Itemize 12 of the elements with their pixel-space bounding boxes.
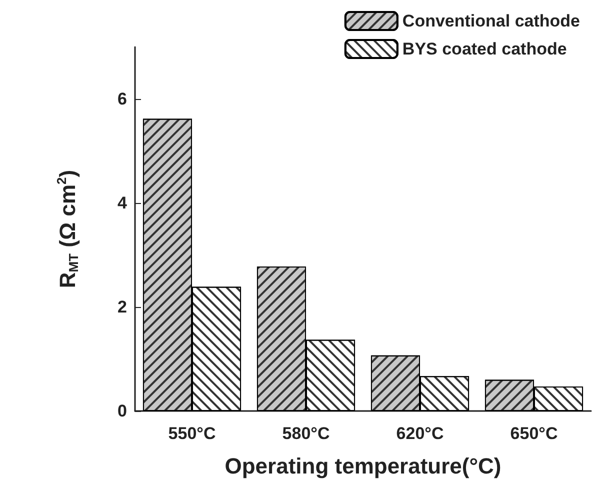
x-tick-label: 650°C — [510, 424, 558, 443]
x-tick-label: 620°C — [396, 424, 444, 443]
legend-label: Conventional cathode — [402, 12, 580, 30]
y-axis-title: RMT (Ω cm2) — [54, 170, 81, 288]
x-axis-title: Operating temperature(°C) — [224, 454, 502, 478]
y-tick-label: 4 — [118, 194, 128, 212]
x-tick-label: 580°C — [282, 424, 330, 443]
x-tick-label: 550°C — [168, 424, 216, 443]
y-tick-label: 0 — [118, 402, 127, 420]
y-tick-label: 2 — [118, 298, 127, 316]
y-tick-label: 6 — [118, 90, 127, 108]
legend-label: BYS coated cathode — [402, 40, 567, 58]
